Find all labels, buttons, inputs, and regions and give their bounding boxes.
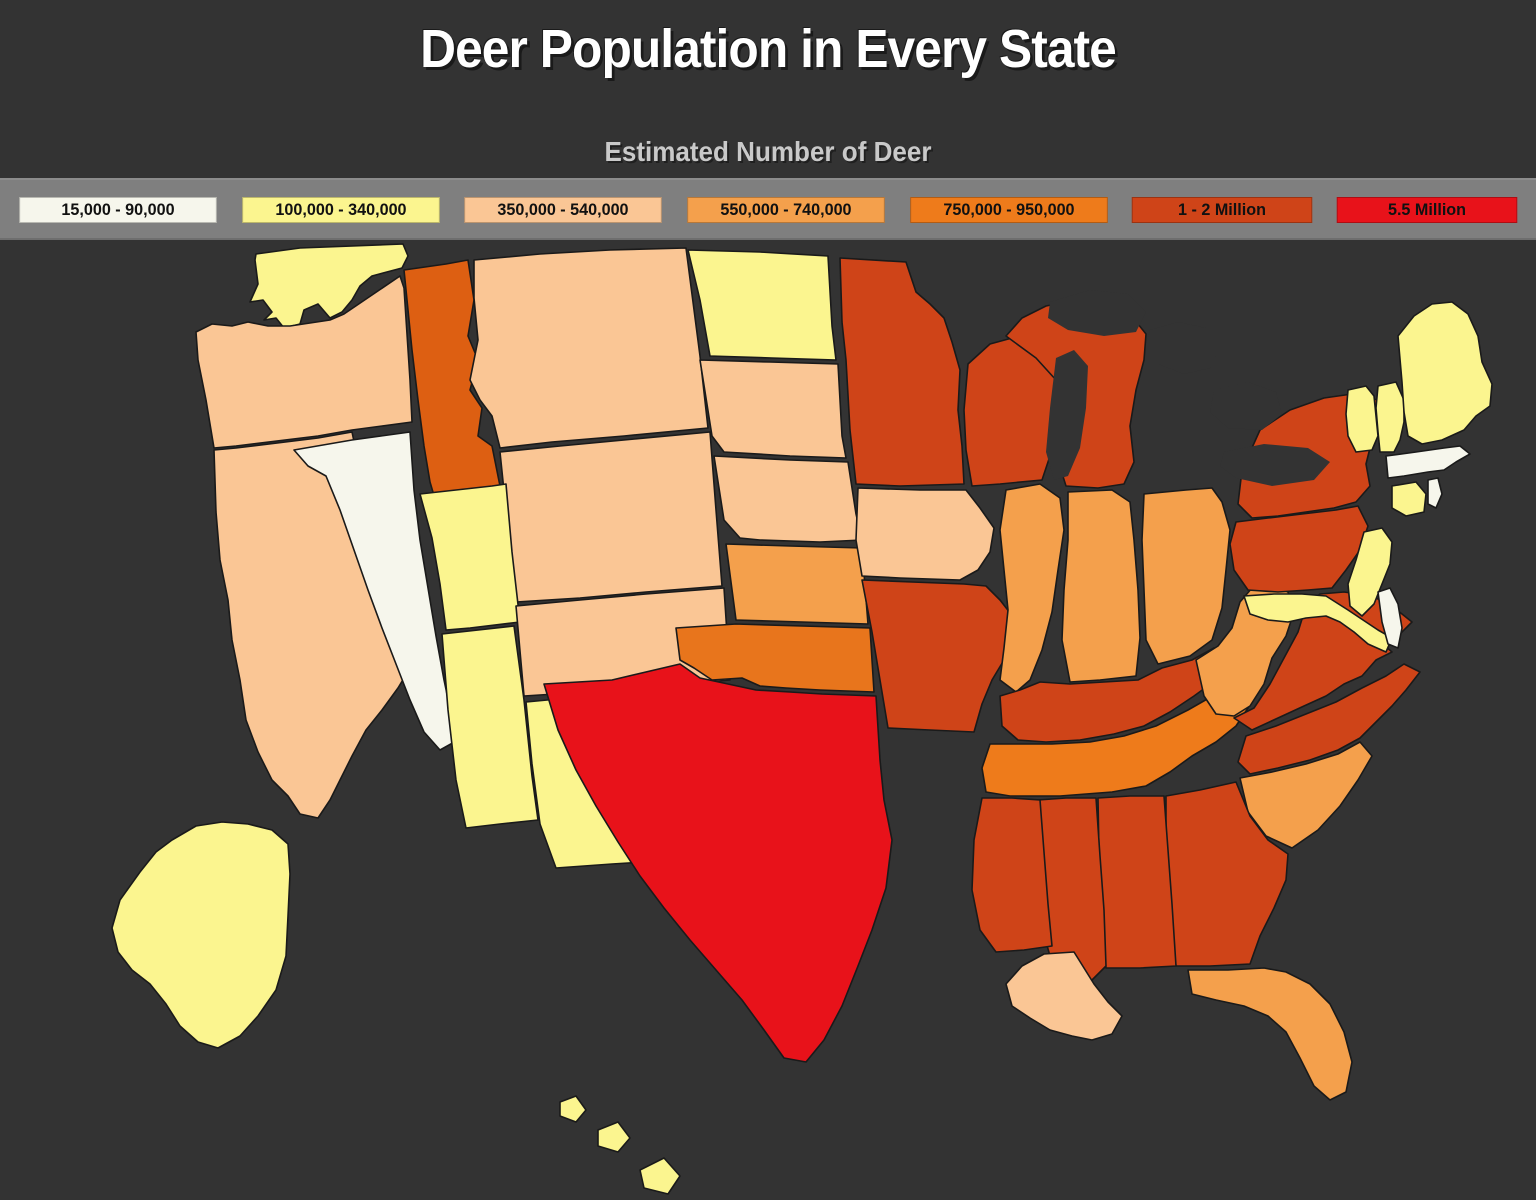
map-container bbox=[0, 240, 1536, 1200]
legend-item-label: 750,000 - 950,000 bbox=[943, 200, 1075, 219]
state-tn[interactable] bbox=[981, 691, 1249, 797]
state-mt[interactable] bbox=[469, 247, 709, 449]
state-ok[interactable] bbox=[675, 623, 875, 693]
state-la[interactable] bbox=[1005, 951, 1123, 1041]
state-mn[interactable] bbox=[839, 257, 965, 487]
state-vt[interactable] bbox=[1345, 385, 1379, 453]
state-md[interactable] bbox=[1243, 593, 1393, 653]
state-ks[interactable] bbox=[725, 543, 869, 625]
state-pa[interactable] bbox=[1229, 505, 1369, 593]
state-de[interactable] bbox=[1377, 587, 1403, 649]
state-ct[interactable] bbox=[1391, 481, 1427, 517]
state-ri[interactable] bbox=[1427, 477, 1443, 509]
state-tx[interactable] bbox=[543, 663, 893, 1063]
state-nh[interactable] bbox=[1375, 381, 1405, 453]
state-nj[interactable] bbox=[1347, 527, 1393, 617]
legend-item-label: 15,000 - 90,000 bbox=[61, 200, 175, 219]
state-hi[interactable] bbox=[559, 1095, 587, 1123]
great-lake-1 bbox=[1048, 290, 1146, 336]
state-mo[interactable] bbox=[861, 579, 1015, 733]
state-ne[interactable] bbox=[713, 455, 863, 543]
state-nv[interactable] bbox=[293, 431, 459, 751]
legend-item-label: 550,000 - 740,000 bbox=[720, 200, 852, 219]
state-oh[interactable] bbox=[1141, 487, 1231, 665]
legend-item-3[interactable]: 550,000 - 740,000 bbox=[687, 197, 885, 223]
state-in[interactable] bbox=[1061, 489, 1141, 683]
great-lake-2 bbox=[1046, 350, 1088, 480]
legend: 15,000 - 90,000 100,000 - 340,000 350,000 … bbox=[0, 196, 1536, 224]
state-or[interactable] bbox=[195, 275, 413, 449]
legend-item-label: 350,000 - 540,000 bbox=[497, 200, 629, 219]
state-hi[interactable] bbox=[597, 1121, 631, 1153]
state-nd[interactable] bbox=[687, 249, 837, 361]
great-lake-3 bbox=[1146, 322, 1220, 374]
legend-item-5[interactable]: 1 - 2 Million bbox=[1132, 197, 1313, 223]
state-al[interactable] bbox=[1097, 795, 1177, 969]
legend-item-1[interactable]: 100,000 - 340,000 bbox=[241, 197, 440, 223]
state-id[interactable] bbox=[403, 259, 505, 541]
great-lake-4 bbox=[1210, 382, 1282, 430]
legend-item-0[interactable]: 15,000 - 90,000 bbox=[19, 197, 217, 223]
legend-item-label: 1 - 2 Million bbox=[1178, 200, 1267, 219]
state-az[interactable] bbox=[441, 625, 539, 829]
state-fl[interactable] bbox=[1187, 967, 1353, 1101]
state-sd[interactable] bbox=[699, 359, 847, 459]
state-wa[interactable] bbox=[249, 243, 409, 329]
legend-item-2[interactable]: 350,000 - 540,000 bbox=[464, 197, 663, 223]
legend-item-label: 100,000 - 340,000 bbox=[275, 200, 407, 219]
legend-item-label: 5.5 Million bbox=[1387, 200, 1466, 219]
state-ut[interactable] bbox=[419, 483, 521, 631]
state-hi[interactable] bbox=[639, 1157, 681, 1195]
us-choropleth-map bbox=[111, 243, 1493, 1195]
state-ia[interactable] bbox=[855, 487, 995, 581]
page-title: Deer Population in Every State bbox=[420, 19, 1117, 79]
state-ar[interactable] bbox=[971, 797, 1053, 953]
state-il[interactable] bbox=[999, 483, 1065, 693]
state-ma[interactable] bbox=[1385, 445, 1471, 479]
state-wy[interactable] bbox=[499, 431, 723, 603]
state-ak[interactable] bbox=[111, 821, 291, 1049]
great-lake-5 bbox=[1220, 444, 1330, 486]
legend-item-4[interactable]: 750,000 - 950,000 bbox=[909, 197, 1108, 223]
state-me[interactable] bbox=[1397, 301, 1493, 445]
page-subtitle: Estimated Number of Deer bbox=[604, 136, 932, 167]
state-nc[interactable] bbox=[1237, 663, 1421, 775]
legend-item-6[interactable]: 5.5 Million bbox=[1336, 197, 1518, 223]
